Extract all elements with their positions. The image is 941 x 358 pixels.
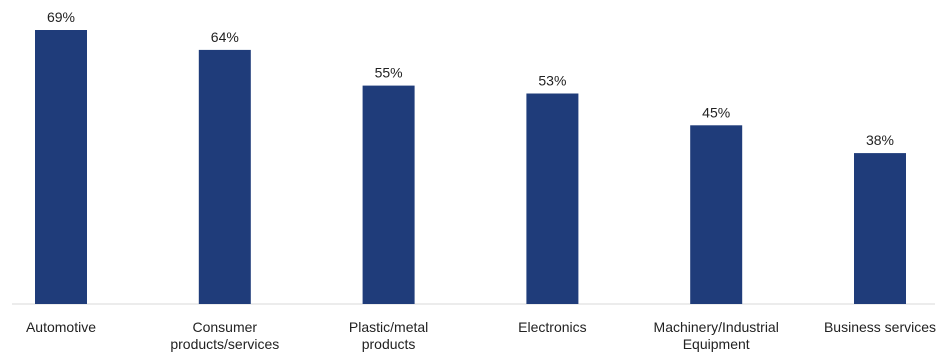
value-label-5: 38% bbox=[866, 132, 894, 148]
category-label-line: Equipment bbox=[683, 336, 750, 352]
category-label-5: Business services bbox=[824, 319, 936, 335]
category-label-2: Plastic/metal products bbox=[349, 319, 428, 352]
value-label-0: 69% bbox=[47, 9, 75, 25]
category-label-3: Electronics bbox=[518, 319, 586, 335]
value-label-2: 55% bbox=[375, 65, 403, 81]
category-label-line: Plastic/metal bbox=[349, 319, 428, 335]
category-label-line: Automotive bbox=[26, 319, 96, 335]
bar-2 bbox=[362, 85, 415, 304]
bar-4 bbox=[690, 125, 743, 304]
category-label-line: Machinery/Industrial bbox=[654, 319, 779, 335]
category-label-line: Consumer bbox=[193, 319, 258, 335]
bar-0 bbox=[35, 30, 87, 304]
category-label-line: Electronics bbox=[518, 319, 586, 335]
bar-5 bbox=[854, 153, 906, 304]
category-label-4: Machinery/Industrial Equipment bbox=[654, 319, 779, 352]
value-label-3: 53% bbox=[538, 73, 566, 89]
value-label-1: 64% bbox=[211, 29, 239, 45]
value-labels-group: 69% 64% 55% 53% 45% 38% bbox=[47, 9, 894, 148]
category-label-0: Automotive bbox=[26, 319, 96, 335]
bar-1 bbox=[198, 49, 251, 305]
bar-3 bbox=[526, 93, 579, 304]
category-label-line: Business services bbox=[824, 319, 936, 335]
category-label-line: products bbox=[362, 336, 416, 352]
bars-group bbox=[35, 30, 906, 305]
value-label-4: 45% bbox=[702, 104, 730, 120]
category-label-1: Consumer products/services bbox=[170, 319, 279, 352]
category-labels-group: Automotive Consumer products/services Plast… bbox=[26, 319, 936, 352]
category-label-line: products/services bbox=[170, 336, 279, 352]
